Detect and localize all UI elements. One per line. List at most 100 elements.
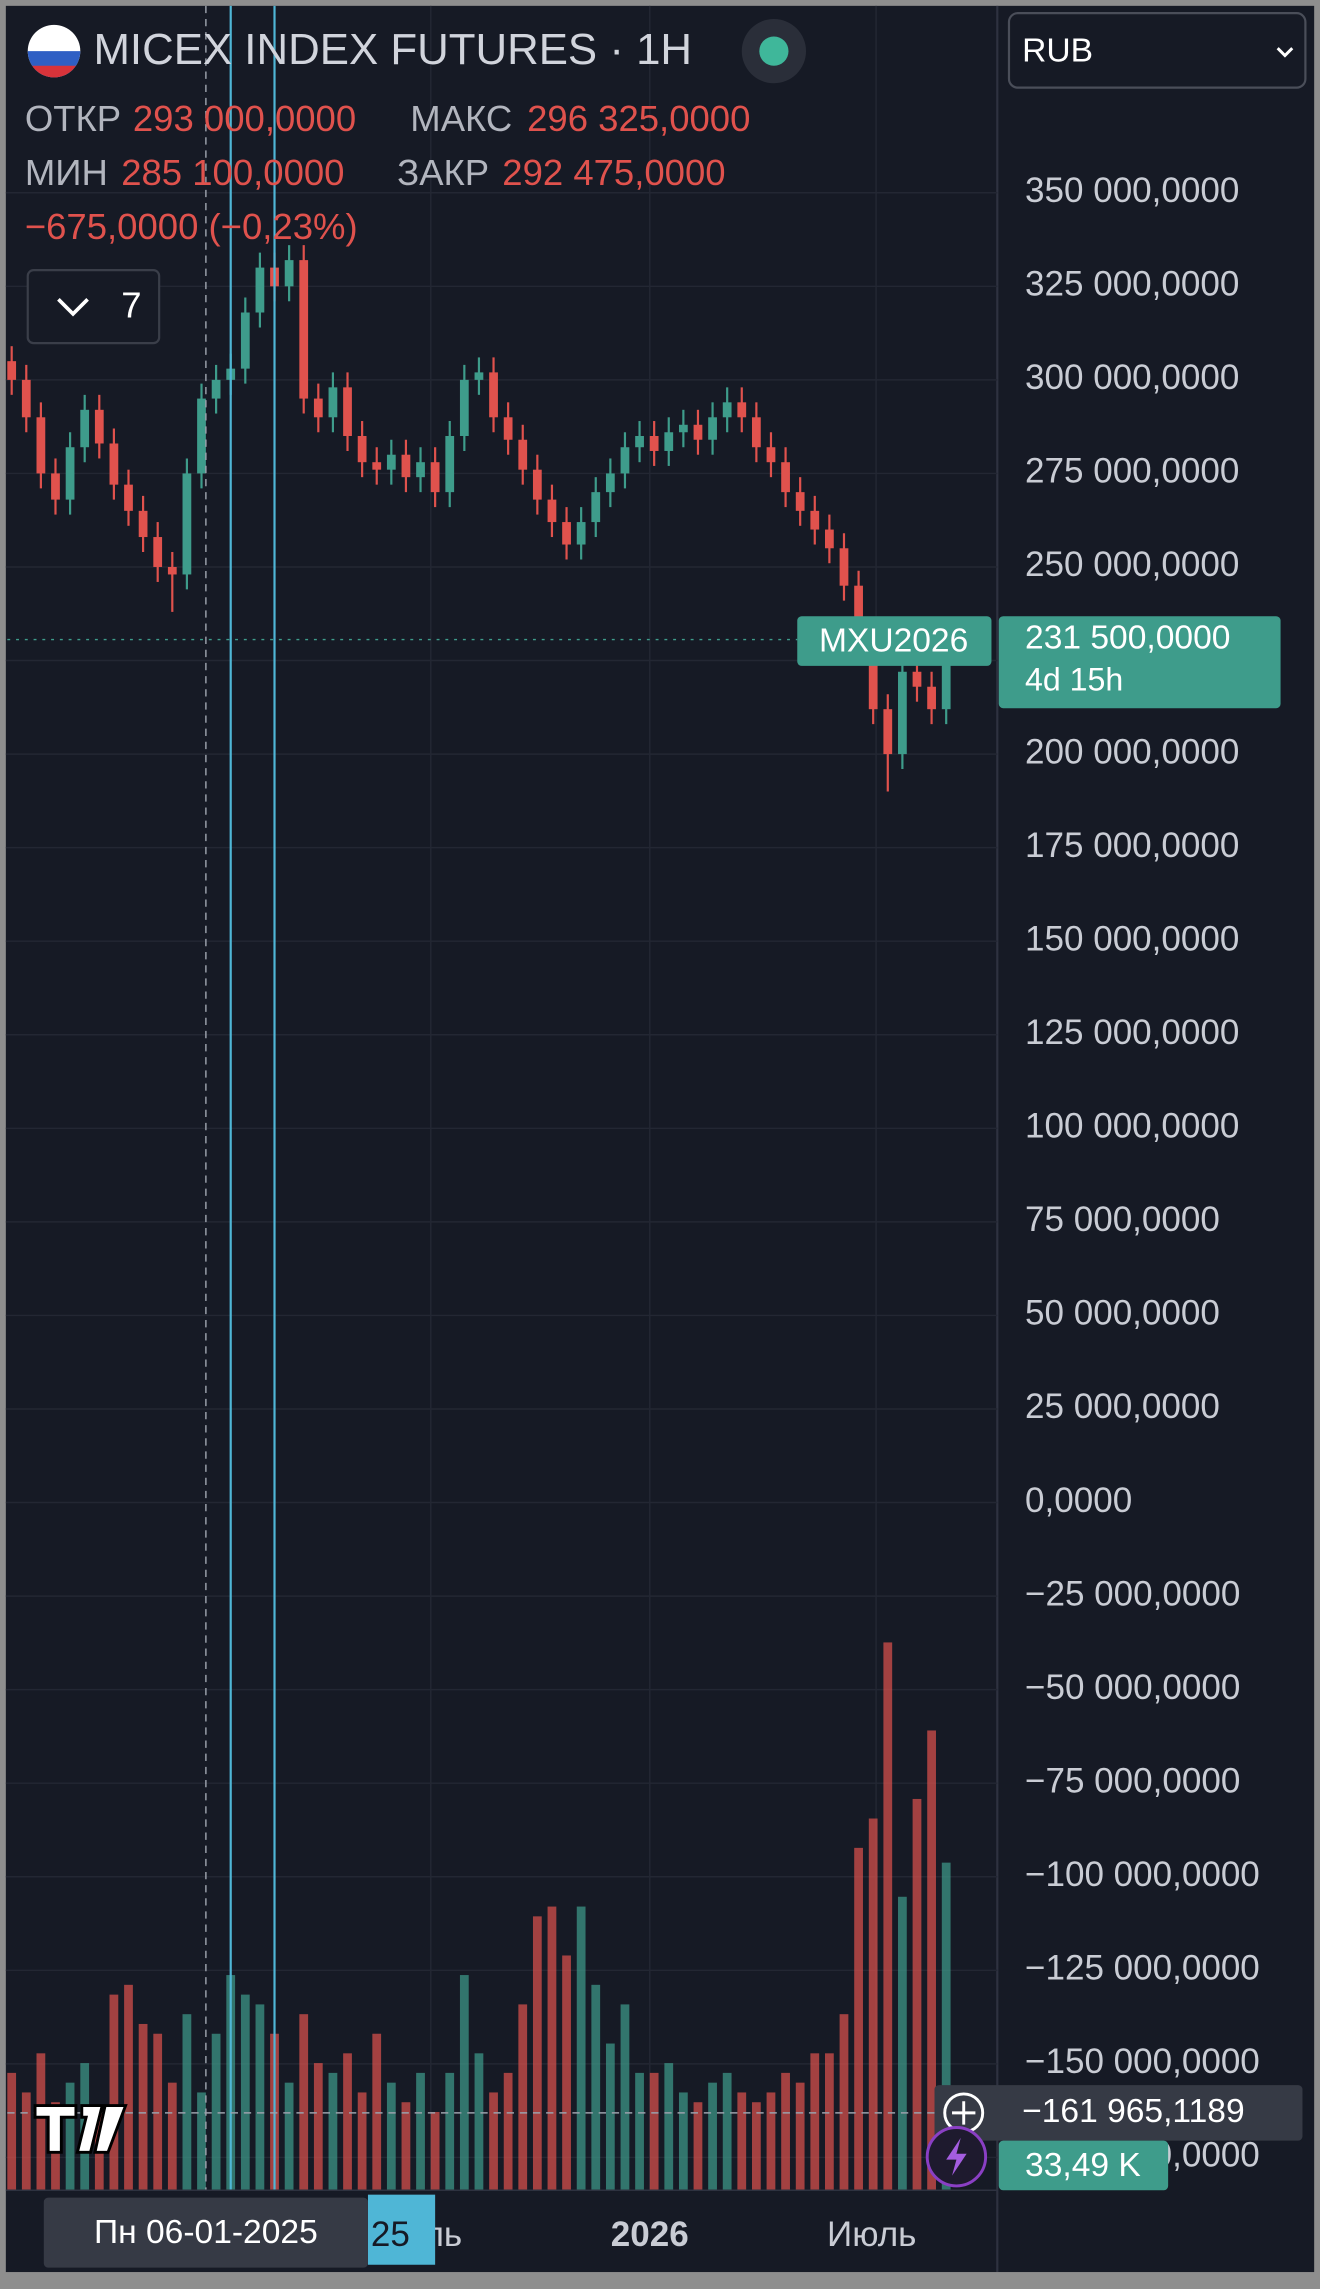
ohlc-value: 296 325,0000 <box>527 98 750 139</box>
candle-body <box>21 379 31 418</box>
y-tick-label: −150 000,0000 <box>1025 2042 1260 2081</box>
volume-bar <box>635 2072 644 2191</box>
volume-bar <box>211 2033 221 2191</box>
y-tick-label: −125 000,0000 <box>1025 1949 1260 1988</box>
volume-bar <box>825 2053 834 2191</box>
symbol-badge <box>797 616 992 666</box>
crosshair-date: Пн 06-01-2025 <box>94 2214 318 2251</box>
price-label: 231 500,0000 <box>1025 619 1230 656</box>
volume-bar <box>766 2092 776 2191</box>
candle-body <box>854 585 863 635</box>
y-tick-label: 50 000,0000 <box>1025 1294 1220 1333</box>
candle-body <box>445 436 455 493</box>
candle-body <box>489 372 498 418</box>
volume-bar <box>737 2092 747 2191</box>
candle-body <box>313 398 323 418</box>
candle-body <box>328 387 338 418</box>
volume-bar <box>664 2063 674 2191</box>
volume-bar <box>868 1818 878 2191</box>
ohlc-key: ЗАКР <box>397 152 489 193</box>
volume-bar <box>372 2033 382 2191</box>
price-badge <box>998 616 1281 709</box>
volume-bar <box>591 1984 601 2191</box>
candle-body <box>255 267 265 313</box>
candle-body <box>664 432 674 451</box>
candle-body <box>416 462 425 478</box>
y-tick-label: 200 000,0000 <box>1025 732 1239 771</box>
candle-body <box>386 454 396 470</box>
candle-body <box>591 492 601 523</box>
range-date: 25 <box>371 2215 410 2254</box>
candle-body <box>430 462 440 493</box>
candle-body <box>503 417 513 440</box>
background <box>5 5 1315 2273</box>
volume-bar <box>751 2102 761 2191</box>
candle-body <box>825 529 834 549</box>
crosshair-price-badge <box>934 2085 1303 2141</box>
candle-body <box>7 361 17 380</box>
y-tick-label: 75 000,0000 <box>1025 1200 1220 1239</box>
crosshair-price: −161 965,1189 <box>1022 2093 1245 2130</box>
candle-body <box>357 436 367 463</box>
change: −675,0000 (−0,23%) <box>25 206 358 247</box>
volume-bar <box>489 2092 498 2191</box>
volume-bar <box>839 2014 849 2191</box>
candle-body <box>167 566 177 575</box>
volume-badge <box>998 2140 1169 2191</box>
volume-bar <box>416 2072 425 2191</box>
candle-body <box>36 417 46 474</box>
candle-body <box>518 439 528 470</box>
currency-select[interactable] <box>1007 12 1307 89</box>
y-tick-label: −100 000,0000 <box>1025 1855 1260 1894</box>
ohlc-key: МАКС <box>410 98 512 139</box>
symbol-label: MXU2026 <box>819 622 968 659</box>
candle-body <box>284 260 294 287</box>
volume-bar <box>810 2053 820 2191</box>
candle-body <box>109 443 119 485</box>
candle-body <box>459 379 469 437</box>
y-tick-label: −50 000,0000 <box>1025 1668 1240 1707</box>
candle-body <box>781 462 790 493</box>
volume-bar <box>7 2072 17 2191</box>
candle-body <box>372 462 382 470</box>
volume-bar <box>124 1984 133 2191</box>
volume-bar <box>182 2014 192 2191</box>
ohlc-value: 292 475,0000 <box>502 152 725 193</box>
volume-bar <box>197 2092 206 2191</box>
volume-bar <box>36 2053 46 2191</box>
volume-bar <box>576 1906 586 2191</box>
volume-bar <box>562 1955 571 2191</box>
chevron <box>57 298 89 317</box>
candle-body <box>65 447 75 500</box>
volume-bar <box>912 1798 922 2191</box>
volume-bar <box>401 2102 411 2191</box>
volume-label: 33,49 K <box>1025 2147 1141 2184</box>
candle-body <box>649 436 659 451</box>
x-tick-label: Июль <box>827 2215 916 2254</box>
volume-bar <box>781 2072 790 2191</box>
volume-bar <box>883 1642 893 2191</box>
logo[interactable] <box>33 2104 128 2154</box>
ohlc-key: МИН <box>25 152 108 193</box>
volume-bar <box>153 2033 163 2191</box>
status-dot <box>759 36 789 66</box>
flag-red <box>32 65 76 78</box>
volume-bar <box>284 2082 294 2191</box>
countdown: 4d 15h <box>1025 661 1123 697</box>
candle-body <box>722 402 732 418</box>
y-tick-label: 150 000,0000 <box>1025 919 1239 958</box>
volume-bar <box>167 2082 177 2191</box>
candle-body <box>912 671 922 687</box>
volume-bar <box>343 2053 352 2191</box>
candle-body <box>138 510 148 538</box>
volume-bar <box>518 2004 528 2191</box>
candle-body <box>868 634 878 710</box>
candle-body <box>751 417 761 448</box>
candle-body <box>562 522 571 545</box>
indicators-toggle[interactable] <box>26 269 161 345</box>
y-tick-label: 325 000,0000 <box>1025 265 1239 304</box>
volume-bar <box>445 2072 455 2191</box>
volume-bar <box>299 2014 309 2191</box>
